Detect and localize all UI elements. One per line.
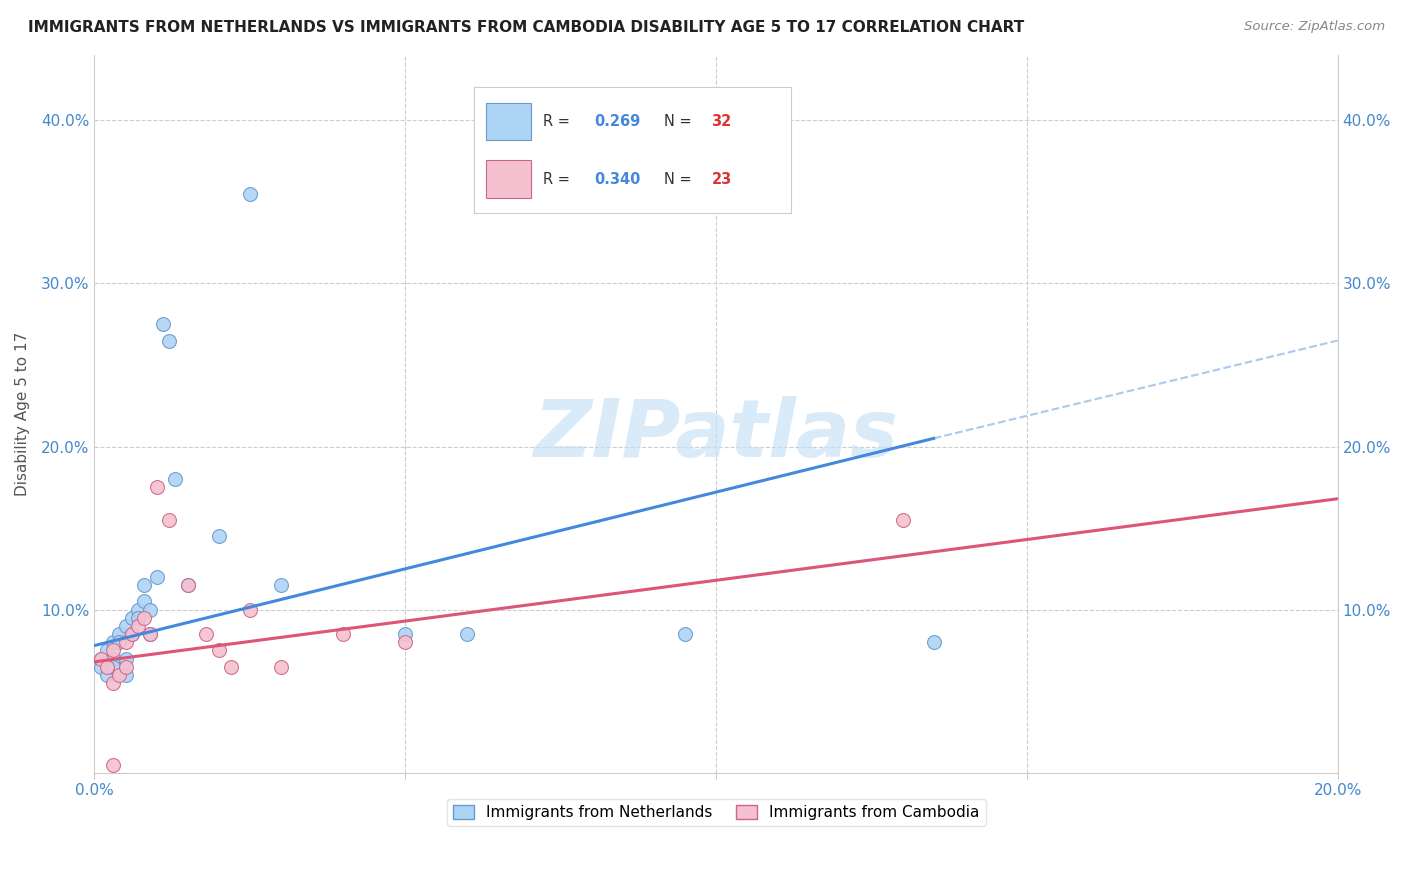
Legend: Immigrants from Netherlands, Immigrants from Cambodia: Immigrants from Netherlands, Immigrants … [447,799,986,826]
Point [108,627,131,641]
Point [121,611,143,625]
Point [90,659,112,673]
Point [673,627,696,641]
Point [195,627,218,641]
Point [127,611,149,625]
Text: ZIPatlas: ZIPatlas [533,396,898,475]
Point [394,635,416,649]
Point [90,651,112,665]
Point [270,578,292,592]
Point [152,317,174,331]
Point [90,651,112,665]
Point [139,602,162,616]
Point [114,668,136,682]
Point [114,635,136,649]
Point [177,578,200,592]
Point [134,578,156,592]
Point [101,651,124,665]
Point [127,619,149,633]
Point [270,659,292,673]
Point [96,659,118,673]
Point [145,570,167,584]
Point [134,611,156,625]
Point [127,602,149,616]
Point [108,635,131,649]
Point [177,578,200,592]
Point [108,668,131,682]
Text: Source: ZipAtlas.com: Source: ZipAtlas.com [1244,20,1385,33]
Point [101,659,124,673]
Point [157,334,180,348]
Point [101,643,124,657]
Point [157,513,180,527]
Point [101,757,124,772]
Point [114,619,136,633]
Point [332,627,354,641]
Y-axis label: Disability Age 5 to 17: Disability Age 5 to 17 [15,332,30,496]
Point [394,627,416,641]
Point [134,594,156,608]
Point [101,676,124,690]
Point [208,529,231,543]
Point [239,602,262,616]
Point [96,668,118,682]
Point [239,186,262,201]
Point [96,643,118,657]
Point [456,627,478,641]
Point [101,635,124,649]
Point [219,659,242,673]
Point [121,627,143,641]
Point [922,635,945,649]
Point [208,643,231,657]
Text: IMMIGRANTS FROM NETHERLANDS VS IMMIGRANTS FROM CAMBODIA DISABILITY AGE 5 TO 17 C: IMMIGRANTS FROM NETHERLANDS VS IMMIGRANT… [28,20,1025,35]
Point [891,513,914,527]
Point [139,627,162,641]
Point [114,651,136,665]
Point [114,659,136,673]
Point [145,480,167,494]
Point [165,472,187,486]
Point [139,627,162,641]
Point [121,627,143,641]
